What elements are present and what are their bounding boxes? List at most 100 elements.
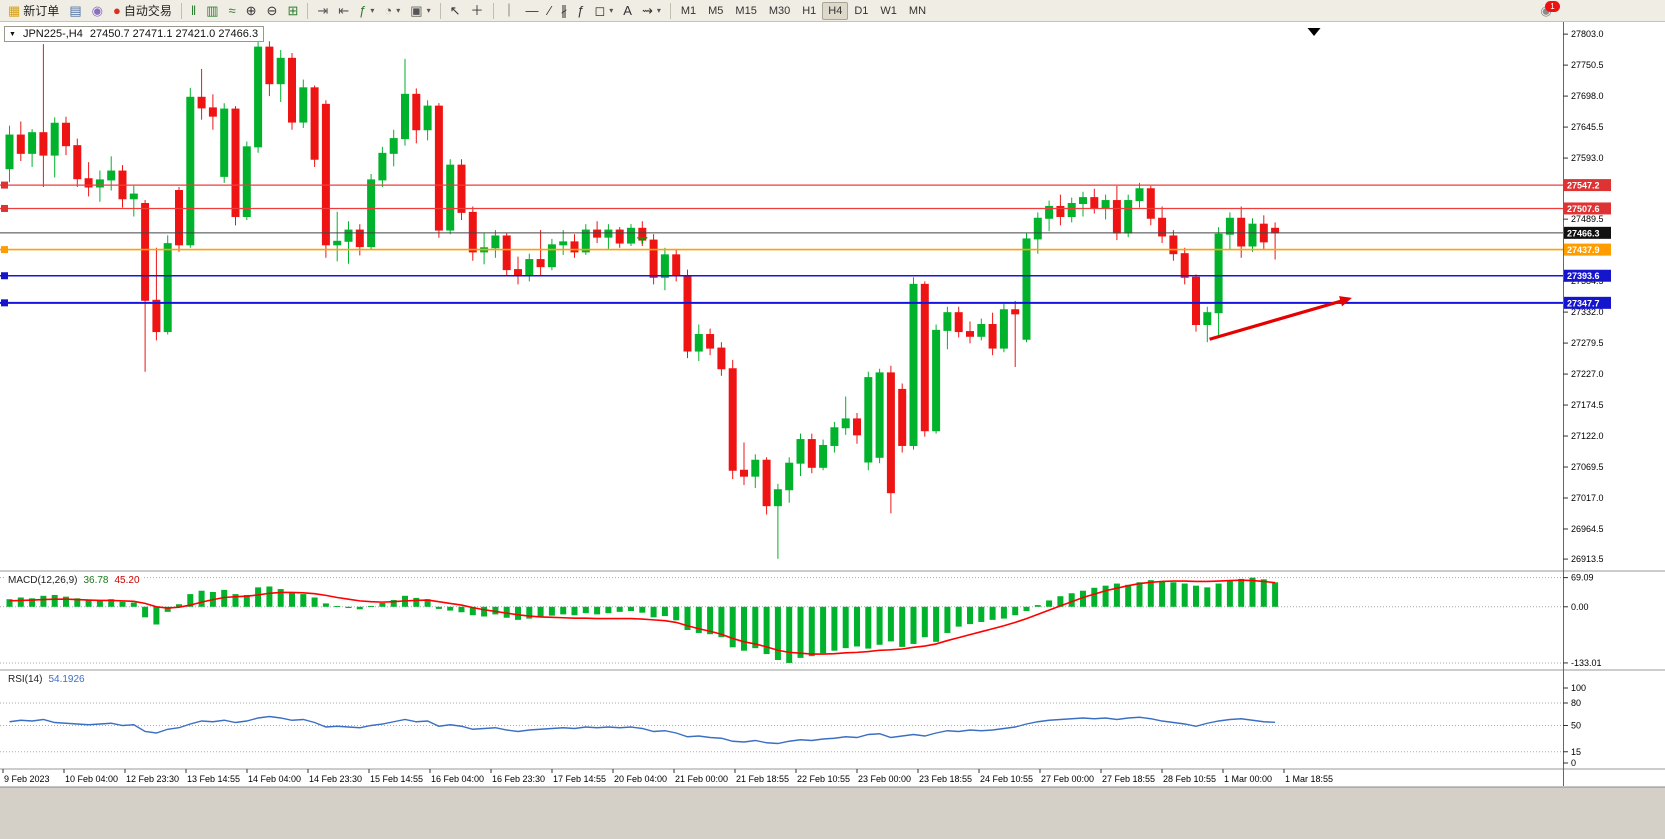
svg-text:27332.0: 27332.0	[1571, 307, 1604, 317]
toolbar-separator	[439, 2, 441, 19]
zoom-in-button[interactable]: ⊕	[241, 2, 262, 20]
periods-icon: ◔	[384, 3, 393, 18]
svg-text:27645.5: 27645.5	[1571, 122, 1604, 132]
macd-value-signal: 45.20	[114, 575, 140, 586]
candlestick-chart-button[interactable]: ▥	[201, 2, 223, 20]
svg-text:27547.2: 27547.2	[1567, 181, 1600, 191]
svg-text:1 Mar 18:55: 1 Mar 18:55	[1285, 774, 1333, 784]
vertical-line-icon: ｜	[502, 3, 516, 18]
hline-left-marker[interactable]	[1, 204, 8, 212]
chart-window[interactable]: 27803.0 27750.5 27698.0 27645.5 27593.0 27489…	[0, 22, 1665, 839]
channel-button[interactable]: ∦	[556, 2, 573, 20]
bars-chart-button[interactable]: ‖	[186, 2, 201, 20]
shapes-button[interactable]: ◻ ▾	[589, 2, 618, 20]
dropdown-arrow-icon[interactable]: ▾	[609, 6, 614, 15]
text-icon: A	[623, 3, 632, 18]
svg-text:27069.5: 27069.5	[1571, 462, 1604, 472]
templates-icon: ▣	[410, 3, 423, 18]
hline-left-marker[interactable]	[1, 246, 8, 254]
svg-text:80: 80	[1571, 698, 1581, 708]
svg-text:69.09: 69.09	[1571, 573, 1594, 583]
svg-text:27750.5: 27750.5	[1571, 60, 1604, 70]
toolbar-right: ◉ 1	[1536, 0, 1560, 20]
hline-left-marker[interactable]	[1, 181, 8, 189]
svg-text:24 Feb 10:55: 24 Feb 10:55	[980, 774, 1033, 784]
ohlc-values: 27450.7 27471.1 27421.0 27466.3	[89, 28, 259, 40]
candles-layer	[5, 39, 1280, 559]
line-chart-button[interactable]: ≈	[224, 2, 241, 20]
timeframe-m5-button[interactable]: M5	[708, 4, 724, 17]
tile-windows-button[interactable]: ⊞	[282, 2, 303, 20]
price-tag	[1564, 296, 1611, 309]
svg-text:1 Mar 00:00: 1 Mar 00:00	[1224, 774, 1272, 784]
dropdown-arrow-icon[interactable]: ▾	[426, 6, 431, 15]
svg-text:14 Feb 04:00: 14 Feb 04:00	[248, 774, 301, 784]
autotrade-button[interactable]: ● 自动交易	[108, 2, 177, 20]
templates-button[interactable]: ▣ ▾	[405, 2, 435, 20]
new-order-icon: ▦	[8, 3, 21, 18]
svg-text:27593.0: 27593.0	[1571, 153, 1604, 163]
dropdown-arrow-icon[interactable]: ▾	[370, 6, 375, 15]
profiles-button[interactable]: ◉	[87, 2, 108, 20]
dropdown-arrow-icon[interactable]: ▾	[656, 6, 661, 15]
svg-text:50: 50	[1571, 721, 1581, 731]
arrows-button[interactable]: ⇝ ▾	[637, 2, 666, 20]
timeframe-m30-button[interactable]: M30	[768, 4, 791, 17]
channel-icon: ∦	[560, 3, 568, 18]
svg-text:21 Feb 18:55: 21 Feb 18:55	[736, 774, 789, 784]
timeframe-d1-button[interactable]: D1	[854, 4, 869, 17]
crosshair-icon: ＋	[470, 3, 484, 18]
fibonacci-button[interactable]: ƒ	[572, 2, 589, 20]
timeframe-w1-button[interactable]: W1	[880, 4, 897, 17]
svg-text:22 Feb 10:55: 22 Feb 10:55	[797, 774, 850, 784]
time-axis-labels	[2, 769, 1285, 773]
collapse-icon[interactable]: ▼	[9, 30, 16, 38]
timeframe-mn-button[interactable]: MN	[908, 4, 927, 17]
arrows-icon: ⇝	[641, 3, 653, 18]
timeframe-m15-button[interactable]: M15	[735, 4, 757, 17]
new-chart-button[interactable]: ▤	[64, 2, 86, 20]
svg-text:27 Feb 18:55: 27 Feb 18:55	[1102, 774, 1155, 784]
svg-text:27437.9: 27437.9	[1567, 245, 1600, 255]
trendline-button[interactable]: ∕	[544, 2, 556, 20]
price-tag	[1564, 226, 1611, 239]
bottom-strip	[0, 787, 1665, 839]
macd-value-main: 36.78	[83, 575, 109, 586]
time-axis[interactable]	[0, 769, 1563, 786]
autotrade-icon: ●	[112, 3, 121, 18]
text-button[interactable]: A	[618, 2, 637, 20]
svg-text:10 Feb 04:00: 10 Feb 04:00	[65, 774, 118, 784]
svg-text:27489.5: 27489.5	[1571, 214, 1604, 224]
cursor-button[interactable]: ↖	[445, 2, 466, 20]
chart-shift-marker[interactable]	[1307, 28, 1321, 36]
shapes-icon: ◻	[594, 3, 606, 18]
tile-windows-icon: ⊞	[287, 3, 299, 18]
new-order-button[interactable]: ▦ 新订单	[3, 2, 64, 20]
hline-left-marker[interactable]	[1, 299, 8, 307]
price-axis[interactable]	[1563, 22, 1665, 786]
periods-button[interactable]: ◔ ▾	[379, 2, 405, 20]
news-button[interactable]: ◉ 1	[1536, 0, 1560, 20]
trend-arrow[interactable]	[1209, 298, 1347, 341]
svg-text:15: 15	[1571, 747, 1581, 757]
svg-text:28 Feb 10:55: 28 Feb 10:55	[1163, 774, 1216, 784]
timeframe-m1-button[interactable]: M1	[680, 4, 697, 17]
crosshair-button[interactable]: ＋	[466, 2, 489, 20]
timeframe-h1-button[interactable]: H1	[802, 4, 817, 17]
svg-text:15 Feb 14:55: 15 Feb 14:55	[370, 774, 423, 784]
toolbar-separator	[307, 2, 309, 19]
svg-text:-133.01: -133.01	[1571, 658, 1602, 668]
vertical-line-button[interactable]: ｜	[498, 2, 521, 20]
indicators-button[interactable]: ƒ ▾	[354, 2, 379, 20]
svg-text:27698.0: 27698.0	[1571, 91, 1604, 101]
horizontal-line-button[interactable]: —	[521, 2, 544, 20]
auto-scroll-button[interactable]: ⇥	[312, 2, 333, 20]
chart-title-box: ▼ JPN225-,H4 27450.7 27471.1 27421.0 274…	[4, 26, 265, 42]
profiles-icon: ◉	[91, 3, 103, 18]
dropdown-arrow-icon[interactable]: ▾	[396, 6, 401, 15]
timeframe-h4-button[interactable]: H4	[822, 1, 849, 20]
chart-canvas[interactable]: 27803.0 27750.5 27698.0 27645.5 27593.0 27489…	[0, 22, 1665, 839]
hline-left-marker[interactable]	[1, 272, 8, 280]
zoom-out-button[interactable]: ⊖	[262, 2, 283, 20]
chart-shift-button[interactable]: ⇤	[333, 2, 354, 20]
